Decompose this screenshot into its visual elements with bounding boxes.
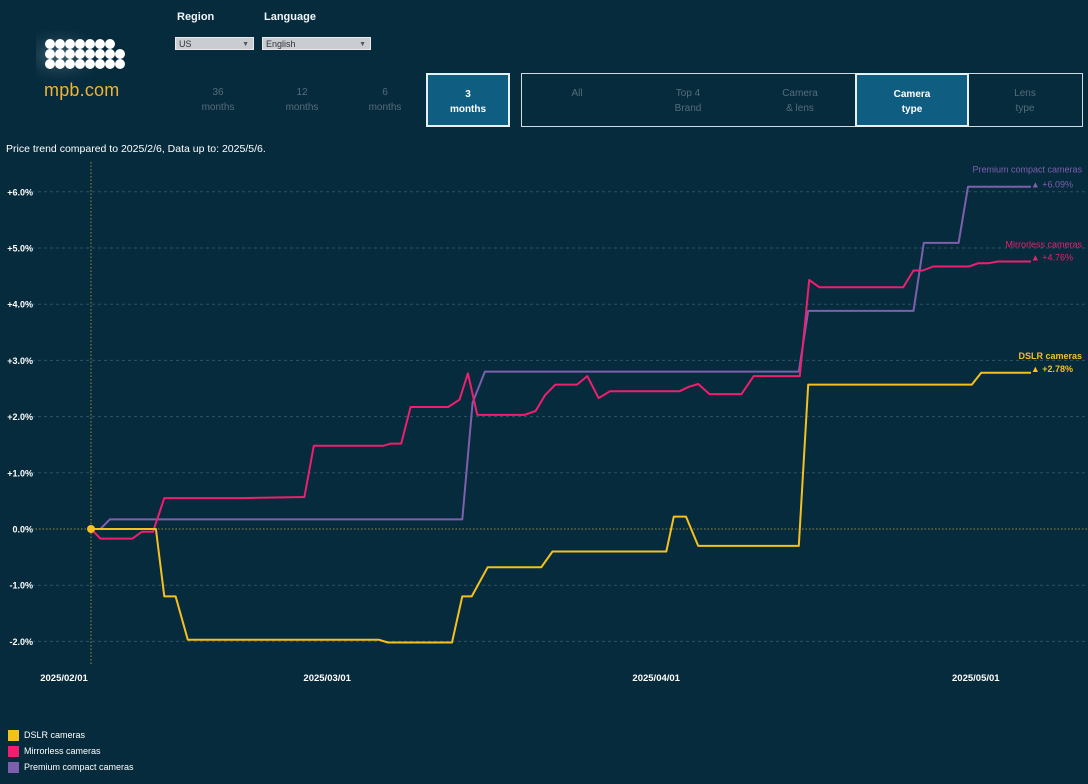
legend-label-dslr: DSLR cameras xyxy=(24,730,86,740)
y-tick-label: +4.0% xyxy=(7,300,33,310)
category-top4-line1: Top 4 xyxy=(675,88,701,99)
period-12-line2: months xyxy=(285,102,319,113)
y-tick-label: -1.0% xyxy=(9,581,33,591)
region-label: Region xyxy=(177,11,215,23)
period-12-months[interactable]: 12 months xyxy=(260,73,344,127)
series-end-label: DSLR cameras xyxy=(1018,351,1082,361)
x-tick-label: 2025/02/01 xyxy=(40,673,88,684)
category-camtype-line1: Camera xyxy=(893,89,931,100)
x-tick-label: 2025/05/01 xyxy=(952,673,1000,684)
legend-label-premium: Premium compact cameras xyxy=(24,762,134,772)
price-trend-chart: +6.0% +5.0% +4.0% +3.0% +2.0% +1.0% 0.0% -1.0% -… xyxy=(7,162,1088,684)
period-12-line1: 12 xyxy=(296,87,308,98)
series-end-label: Premium compact cameras xyxy=(972,165,1082,175)
chevron-down-icon: ▼ xyxy=(359,41,366,48)
category-camlens-line2: & lens xyxy=(786,103,814,114)
category-camera-lens[interactable]: Camera & lens xyxy=(744,74,856,126)
period-36-months[interactable]: 36 months xyxy=(176,73,260,127)
y-tick-label: +6.0% xyxy=(7,187,33,197)
category-camlens-line1: Camera xyxy=(782,88,818,99)
series-line-mirrorless xyxy=(90,260,1031,540)
legend-label-mirrorless: Mirrorless cameras xyxy=(24,746,101,756)
period-3-line1: 3 xyxy=(465,89,471,100)
category-top4-line2: Brand xyxy=(674,103,702,114)
series-end-value: ▲ +6.09% xyxy=(1031,180,1073,190)
chevron-down-icon: ▼ xyxy=(242,41,249,48)
logo-text: mpb.com xyxy=(44,80,120,100)
category-toggle-group xyxy=(521,73,1083,127)
start-point xyxy=(87,525,95,533)
language-label: Language xyxy=(264,11,316,23)
language-value: English xyxy=(266,39,296,49)
legend-swatch-dslr xyxy=(8,730,19,741)
period-3-months[interactable]: 3 months xyxy=(426,73,510,127)
category-camtype-line2: type xyxy=(901,104,923,115)
x-tick-label: 2025/03/01 xyxy=(303,673,351,684)
period-36-line2: months xyxy=(201,102,235,113)
x-tick-label: 2025/04/01 xyxy=(632,673,680,684)
category-lens-type[interactable]: Lens type xyxy=(969,74,1081,126)
series-line-dslr xyxy=(91,371,1031,644)
series-end-value: ▲ +2.78% xyxy=(1031,364,1073,374)
category-all[interactable]: All xyxy=(522,74,632,126)
language-select[interactable]: English ▼ xyxy=(262,37,371,50)
period-6-months[interactable]: 6 months xyxy=(344,73,426,127)
series-end-label: Mirrorless cameras xyxy=(1005,239,1082,249)
category-lenstype-line1: Lens xyxy=(1014,88,1036,99)
category-top4-brand[interactable]: Top 4 Brand xyxy=(632,74,744,126)
logo-dots-icon xyxy=(45,39,125,69)
mpb-logo xyxy=(36,30,146,102)
period-6-line2: months xyxy=(368,102,402,113)
region-select[interactable]: US ▼ xyxy=(175,37,254,50)
series-end-value: ▲ +4.76% xyxy=(1031,252,1073,262)
legend-swatch-mirrorless xyxy=(8,746,19,757)
region-value: US xyxy=(179,39,192,49)
y-tick-label: +5.0% xyxy=(7,244,33,254)
period-6-line1: 6 xyxy=(382,87,388,98)
category-lenstype-line2: type xyxy=(1015,103,1035,114)
legend-swatch-premium xyxy=(8,762,19,773)
y-tick-label: -2.0% xyxy=(9,637,33,647)
y-tick-label: +1.0% xyxy=(7,468,33,478)
period-3-line2: months xyxy=(449,104,487,115)
y-tick-label: +3.0% xyxy=(7,356,33,366)
category-all-line1: All xyxy=(571,88,583,99)
category-camera-type[interactable]: Camera type xyxy=(855,73,969,127)
y-tick-label: 0.0% xyxy=(12,525,33,535)
series-line-premium xyxy=(91,185,1031,530)
y-tick-label: +2.0% xyxy=(7,412,33,422)
chart-subtitle: Price trend compared to 2025/2/6, Data u… xyxy=(6,143,266,155)
period-36-line1: 36 xyxy=(212,87,224,98)
